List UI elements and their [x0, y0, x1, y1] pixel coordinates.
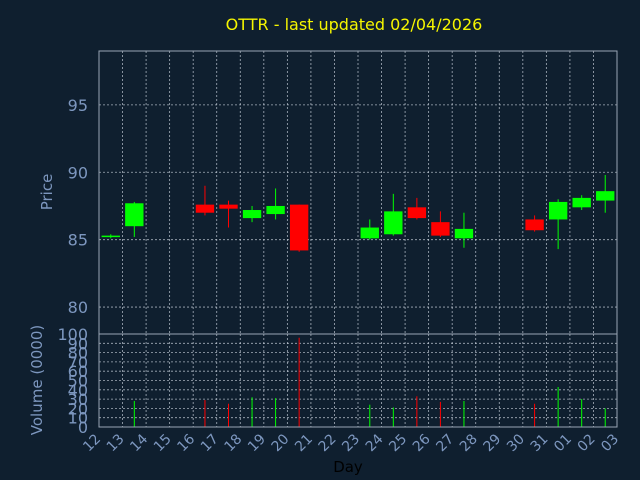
- x-tick-label: 14: [127, 431, 151, 455]
- volume-y-tick-label: 30: [68, 390, 88, 409]
- x-ticks: 12 13 14 15 16 17 18 19 20 21 22 23 24 25 26 27 28 29 30 31…: [80, 431, 622, 455]
- volume-y-label: Volume (0000): [28, 325, 46, 435]
- x-tick-label: 01: [551, 431, 575, 455]
- volume-bars: [133, 337, 606, 427]
- volume-y-tick-label: 70: [68, 353, 88, 372]
- x-tick-label: 27: [433, 431, 457, 455]
- x-tick-label: 03: [598, 431, 622, 455]
- x-tick-label: 21: [292, 431, 316, 455]
- volume-y-tick-label: 50: [68, 372, 88, 391]
- candle-body-down: [525, 219, 544, 231]
- x-tick-label: 25: [386, 431, 410, 455]
- price-y-tick-label: 80: [68, 298, 88, 317]
- x-tick-label: 29: [480, 431, 504, 455]
- x-tick-label: 22: [316, 431, 340, 455]
- candle-body-up: [572, 197, 591, 208]
- candle-body-down: [431, 222, 450, 236]
- candle-body-up: [596, 191, 615, 201]
- candle-body-up: [101, 235, 120, 238]
- x-tick-label: 28: [457, 431, 481, 455]
- volume-y-tick-label: 60: [68, 362, 88, 381]
- candle-body-down: [195, 204, 215, 213]
- candle-body-up: [548, 201, 568, 220]
- candle-body-up: [242, 210, 262, 219]
- candles: [101, 174, 615, 252]
- price-y-label: Price: [38, 174, 56, 211]
- candle-body-up: [125, 203, 144, 227]
- x-tick-label: 02: [575, 431, 599, 455]
- price-grid: [99, 51, 617, 334]
- candle-body-up: [454, 228, 474, 239]
- price-panel: 80 85 90 95 Price: [38, 50, 618, 335]
- x-tick-label: 30: [504, 431, 528, 455]
- chart-title: OTTR - last updated 02/04/2026: [226, 15, 483, 34]
- x-tick-label: 17: [198, 431, 222, 455]
- volume-y-tick-label: 90: [68, 334, 88, 353]
- price-y-tick-label: 95: [68, 96, 88, 115]
- volume-y-tick-label: 100: [57, 325, 88, 344]
- price-y-tick-label: 85: [68, 231, 88, 250]
- candle-body-down: [289, 204, 309, 251]
- x-tick-label: 26: [410, 431, 434, 455]
- volume-y-tick-label: 10: [68, 409, 88, 428]
- x-tick-label: 13: [104, 431, 128, 455]
- volume-y-tick-label: 0: [78, 418, 88, 437]
- candle-body-down: [407, 207, 427, 219]
- candle-body-down: [219, 204, 238, 209]
- volume-grid: [99, 334, 617, 427]
- volume-frame: [98, 333, 618, 428]
- x-tick-label: 16: [174, 431, 198, 455]
- x-axis-label: Day: [333, 458, 363, 476]
- candle-body-up: [266, 205, 285, 215]
- x-tick-label: 19: [245, 431, 269, 455]
- x-tick-label: 24: [363, 431, 387, 455]
- x-tick-label: 18: [221, 431, 245, 455]
- candle-body-up: [384, 211, 403, 235]
- x-tick-label: 31: [528, 431, 552, 455]
- x-tick-label: 23: [339, 431, 363, 455]
- x-tick-label: 20: [269, 431, 293, 455]
- candle-body-up: [360, 227, 379, 239]
- volume-y-tick-label: 20: [68, 399, 88, 418]
- volume-y-tick-label: 40: [68, 381, 88, 400]
- price-y-tick-label: 90: [68, 163, 88, 182]
- price-y-ticks: 80 85 90 95: [68, 96, 88, 317]
- volume-y-tick-label: 80: [68, 344, 88, 363]
- x-tick-label: 15: [151, 431, 175, 455]
